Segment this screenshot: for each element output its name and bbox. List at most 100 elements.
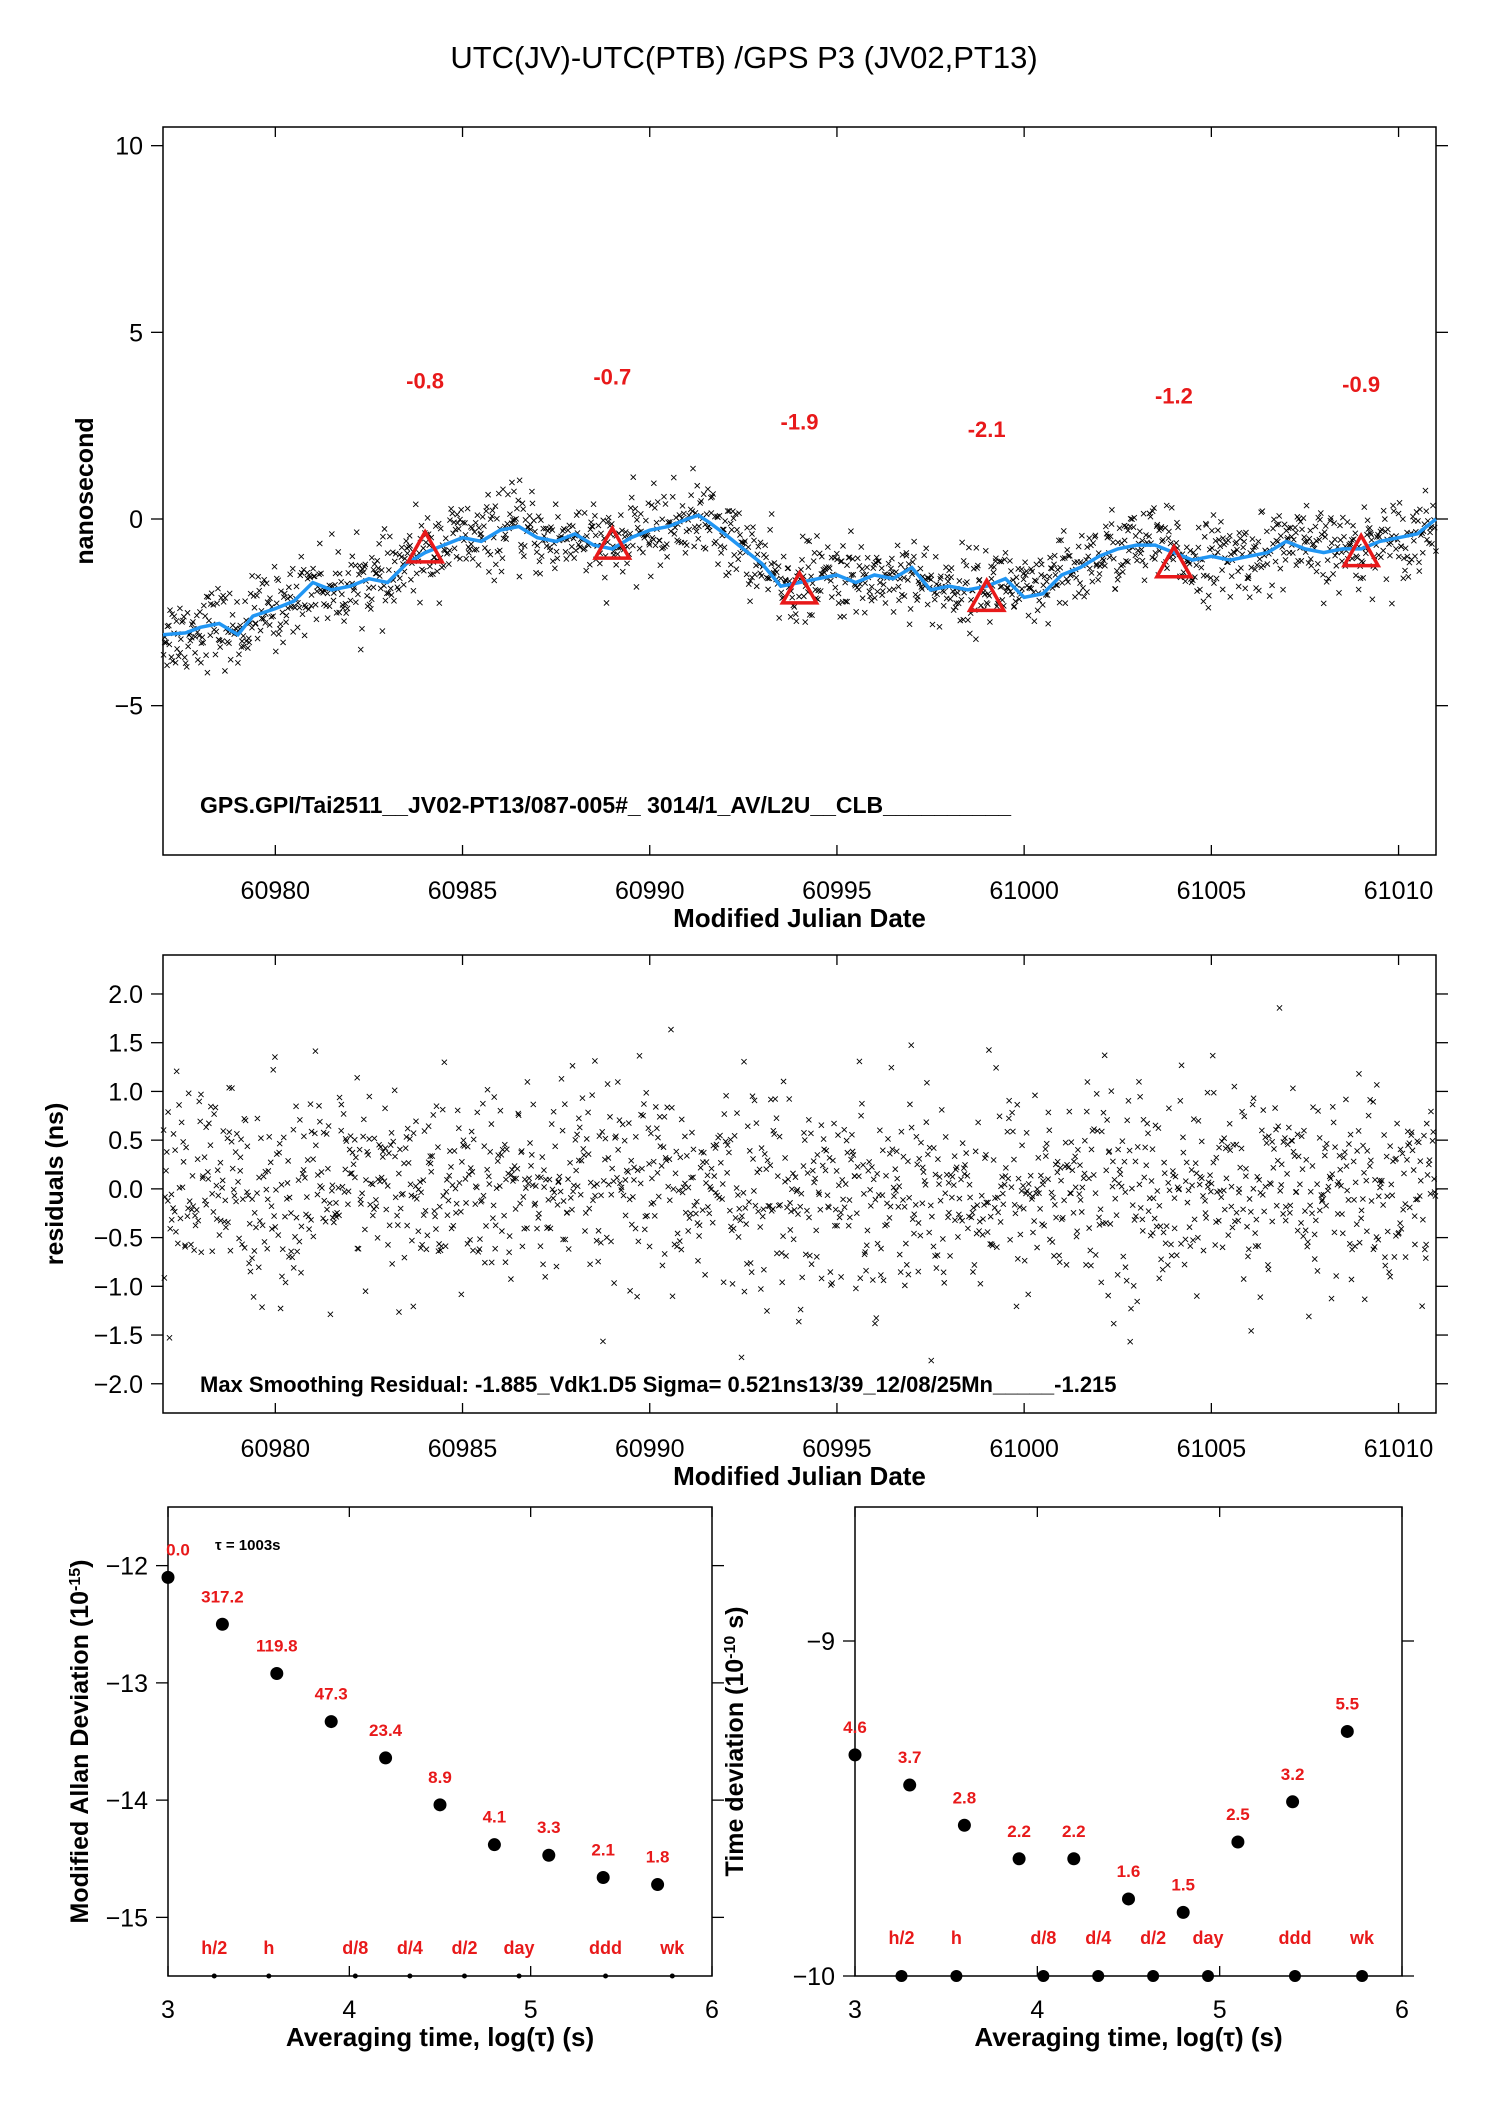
scatter-point [1404, 553, 1411, 560]
scatter-point [420, 567, 427, 574]
residual-point [349, 1149, 356, 1156]
residual-point [621, 1137, 628, 1144]
scatter-point [947, 595, 954, 602]
scatter-point [1388, 600, 1395, 607]
scatter-point [736, 510, 742, 517]
residual-point [1034, 1244, 1041, 1251]
residual-point [838, 1274, 845, 1280]
residual-point [321, 1197, 328, 1204]
scatter-point [1005, 584, 1011, 591]
scatter-point [838, 558, 845, 565]
residual-point [261, 1238, 268, 1245]
scatter-point [1245, 573, 1252, 579]
residual-point [758, 1145, 765, 1152]
residual-point [1354, 1147, 1361, 1154]
scatter-point [583, 533, 590, 539]
scatter-point [929, 621, 936, 628]
residual-point [530, 1101, 537, 1108]
scatter-point [1065, 579, 1071, 585]
residual-point [233, 1130, 240, 1137]
residual-point [189, 1172, 196, 1179]
residual-point [420, 1177, 427, 1184]
scatter-point [895, 583, 902, 590]
scatter-point [1237, 565, 1244, 571]
scatter-point [489, 513, 496, 520]
scatter-point [973, 544, 980, 551]
residual-point [928, 1357, 935, 1364]
residual-point [848, 1156, 854, 1163]
scatter-point [1301, 538, 1308, 545]
scatter-point [359, 625, 365, 632]
scatter-point [255, 573, 262, 580]
residual-point [702, 1271, 709, 1278]
scatter-point [1245, 575, 1252, 582]
scatter-point [471, 546, 478, 553]
marker-label: -2.1 [968, 417, 1006, 442]
residual-point [407, 1181, 414, 1188]
scatter-point [1055, 537, 1062, 544]
scatter-point [854, 555, 861, 562]
residual-point [179, 1184, 186, 1191]
residual-point [1126, 1147, 1133, 1154]
scatter-point [491, 577, 498, 584]
residual-point [1183, 1159, 1190, 1166]
x-tick-label: 60985 [428, 877, 498, 905]
residual-point [1157, 1223, 1164, 1230]
scatter-point [664, 553, 671, 560]
scatter-point [581, 510, 588, 516]
time-mark-label: ddd [589, 1938, 622, 1958]
residual-point [295, 1177, 302, 1184]
residual-point [1427, 1190, 1434, 1197]
scatter-point [406, 532, 413, 539]
residual-point [765, 1203, 772, 1209]
residual-point [264, 1196, 271, 1203]
scatter-point [715, 561, 721, 568]
time-mark-label: wk [1349, 1928, 1375, 1948]
residual-point [672, 1170, 679, 1177]
scatter-point [1140, 510, 1147, 517]
scatter-point [181, 654, 188, 661]
residual-point [172, 1228, 179, 1235]
residual-point [1250, 1185, 1257, 1192]
scatter-point [627, 504, 634, 511]
residual-point [1051, 1201, 1058, 1208]
deviation-label: 0.0 [166, 1540, 190, 1559]
time-mark-dot [211, 1973, 217, 1979]
residual-point [810, 1158, 817, 1165]
scatter-point [1354, 554, 1361, 561]
scatter-point [600, 517, 607, 524]
residual-point [455, 1125, 462, 1132]
scatter-point [520, 553, 527, 560]
scatter-point [336, 570, 343, 577]
residual-point [1419, 1303, 1426, 1310]
scatter-point [362, 561, 369, 568]
residual-point [1296, 1181, 1303, 1188]
residual-point [239, 1241, 245, 1248]
residual-point [585, 1109, 592, 1116]
residual-point [1257, 1294, 1264, 1301]
residual-point [602, 1135, 609, 1142]
residual-point [456, 1179, 463, 1186]
residual-point [1213, 1219, 1219, 1226]
residual-point [167, 1225, 174, 1232]
residual-point [1091, 1126, 1097, 1133]
residual-point [1400, 1206, 1407, 1213]
residual-point [945, 1214, 951, 1221]
time-mark-label: ddd [1278, 1928, 1311, 1948]
scatter-point [850, 571, 857, 578]
residual-point [948, 1194, 955, 1201]
residual-point [583, 1135, 590, 1142]
scatter-point [1243, 529, 1249, 536]
scatter-point [1006, 557, 1013, 564]
time-mark-label: d/8 [342, 1938, 368, 1958]
scatter-point [289, 565, 296, 572]
residual-point [1203, 1215, 1210, 1221]
scatter-point [1108, 521, 1115, 527]
residual-point [235, 1178, 241, 1185]
residual-point [1236, 1185, 1243, 1192]
y-tick-label: −9 [806, 1628, 835, 1656]
scatter-point [1273, 537, 1280, 544]
residual-point [255, 1264, 262, 1271]
residual-point [1256, 1176, 1263, 1183]
residual-point [507, 1276, 514, 1283]
